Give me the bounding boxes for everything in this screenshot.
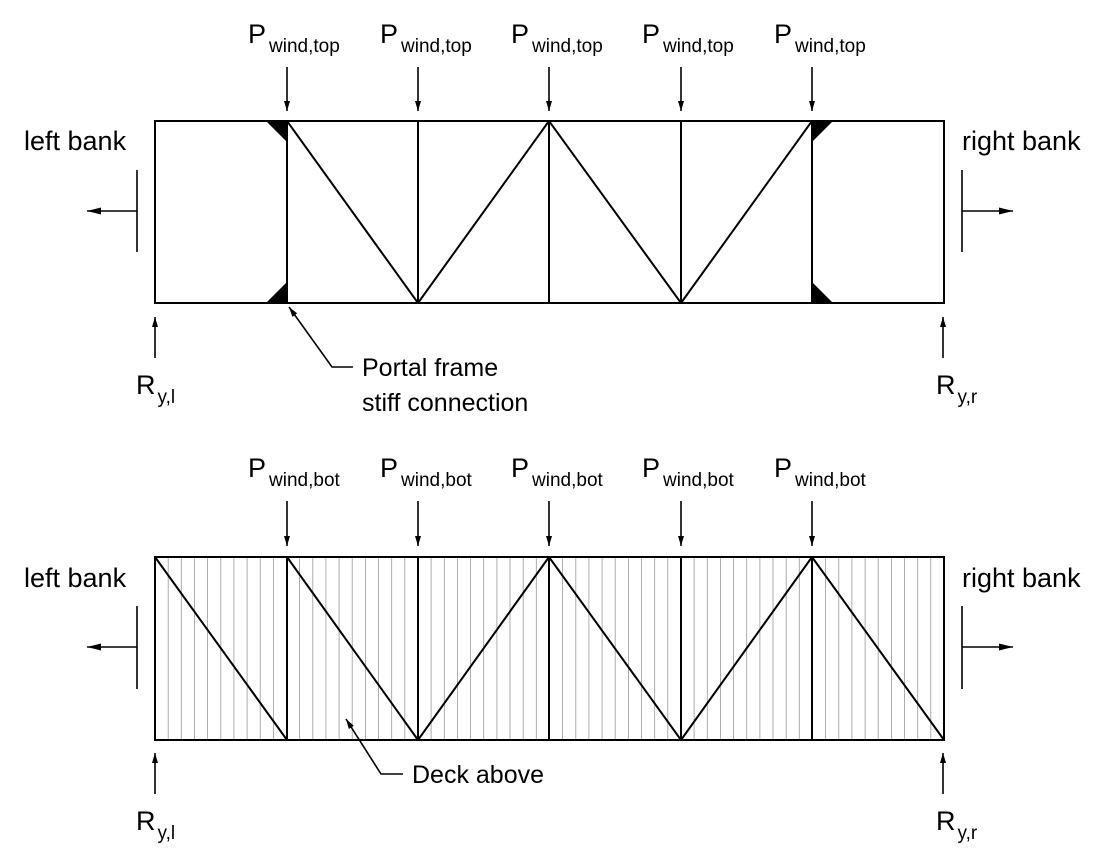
deck-callout-leader [345,718,403,775]
bottom-diagonal-member [417,556,550,741]
load-symbol: P [380,453,398,483]
gusset-top-left [266,121,287,142]
load-subscript: wind,top [531,36,603,57]
portal-frame-callout-line2: stiff connection [362,389,528,417]
gusset-bottom-left [266,282,287,303]
load-symbol: P [774,453,792,483]
right-bank-label: right bank [962,126,1081,156]
load-symbol: P [642,453,660,483]
bottom-truss-members [154,556,945,741]
load-subscript: wind,bot [400,470,472,491]
left-bank-support-arrow [87,606,138,689]
load-subscript: wind,top [794,36,866,57]
load-subscript: wind,top [268,36,340,57]
gusset-bottom-right [812,282,833,303]
load-subscript: wind,bot [531,470,603,491]
right-bank-label: right bank [962,563,1081,593]
load-subscript: wind,bot [794,470,866,491]
top-diagonal-member [417,120,550,304]
right-bank-support-arrow [961,606,1013,689]
left-bank-support-arrow [87,170,138,252]
bottom-diagonal-member [811,556,945,741]
bottom-diagonal-member [548,556,682,741]
load-subscript: wind,top [662,36,734,57]
left-bank-label: left bank [24,563,127,593]
bottom-diagonal-member [286,556,419,741]
gusset-top-right [812,121,833,142]
top-diagonal-member [286,120,419,304]
load-symbol: P [248,19,266,49]
load-subscript: wind,bot [268,470,340,491]
load-symbol: P [248,453,266,483]
portal-frame-gussets [266,121,833,303]
load-subscript: wind,bot [662,470,734,491]
portal-frame-callout-leader [288,306,353,368]
bottom-diagonal-member [680,556,813,741]
right-bank-support-arrow [961,170,1013,252]
deck-callout-label: Deck above [412,761,544,789]
top-truss-members [286,120,813,304]
top-diagonal-member [680,120,813,304]
portal-frame-callout-line1: Portal frame [362,354,498,382]
load-symbol: P [774,19,792,49]
load-symbol: P [642,19,660,49]
bottom-diagonal-member [154,556,288,741]
load-symbol: P [380,19,398,49]
load-subscript: wind,top [400,36,472,57]
left-bank-label: left bank [24,126,127,156]
load-symbol: P [511,453,529,483]
top-diagonal-member [548,120,682,304]
load-symbol: P [511,19,529,49]
